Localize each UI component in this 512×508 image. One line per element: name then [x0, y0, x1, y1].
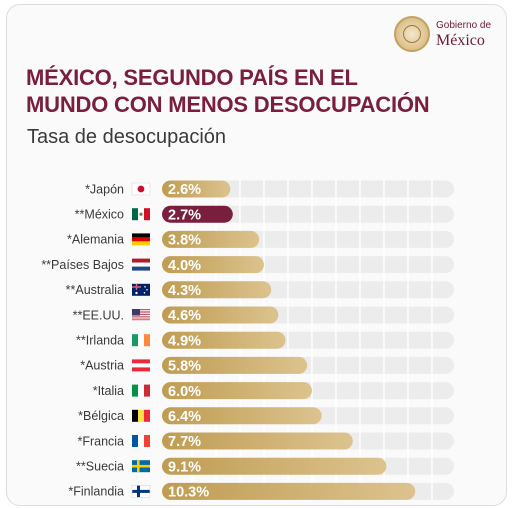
value-label: 4.6% [168, 308, 201, 324]
bar [162, 306, 279, 324]
category-label: **EE.UU. [73, 308, 124, 322]
bar-track [162, 205, 454, 223]
logo-top-text: Gobierno de [436, 20, 492, 31]
value-label: 6.4% [168, 409, 201, 425]
bar [162, 382, 312, 400]
category-label: *Italia [93, 384, 124, 398]
title-line-2: MUNDO CON MENOS DESOCUPACIÓN [26, 92, 430, 117]
category-label: **Países Bajos [41, 258, 124, 272]
bar-track [162, 180, 454, 198]
france-flag-icon [132, 435, 150, 447]
value-labels: 2.6% 2.7% 3.8% 4.0% 4.3% 4.6% 4.9% 5.8% 6.0% 6.4%… [168, 182, 209, 500]
value-label: 3.8% [168, 233, 201, 249]
title-line-1: MÉXICO, SEGUNDO PAÍS EN EL [26, 65, 358, 90]
category-label: *Bélgica [78, 409, 124, 423]
bars [162, 180, 416, 500]
page-title: MÉXICO, SEGUNDO PAÍS EN EL MUNDO CON MEN… [26, 64, 496, 118]
category-label: **Australia [66, 283, 124, 297]
bar [162, 230, 260, 248]
bar [162, 256, 264, 274]
ireland-flag-icon [132, 334, 150, 347]
value-label: 9.1% [168, 459, 201, 475]
value-label: 5.8% [168, 359, 201, 375]
value-label: 4.9% [168, 333, 201, 349]
category-label: *Francia [77, 434, 124, 448]
chart-subtitle: Tasa de desocupación [27, 126, 227, 148]
value-label: 10.3% [168, 485, 209, 501]
value-label: 4.3% [168, 283, 201, 299]
italy-flag-icon [132, 384, 150, 397]
austria-flag-icon [132, 359, 150, 372]
category-label: *Austria [80, 359, 124, 373]
bar [162, 482, 416, 500]
bar [162, 331, 286, 349]
bar [162, 180, 231, 198]
mexico-flag-icon [132, 208, 150, 221]
logo-main-text: México [436, 32, 485, 49]
germany-flag-icon [132, 233, 150, 246]
bar [162, 356, 308, 374]
usa-flag-icon [132, 309, 150, 321]
national-seal-icon [394, 16, 430, 52]
category-label: **México [75, 208, 124, 222]
finland-flag-icon [131, 485, 151, 498]
category-label: *Alemania [67, 233, 124, 247]
value-label: 7.7% [168, 434, 201, 450]
category-labels: *Japón **México *Alemania **Países Bajos **A… [41, 182, 124, 498]
category-label: **Irlanda [76, 334, 124, 348]
value-label: 2.6% [168, 182, 201, 198]
value-label: 4.0% [168, 258, 201, 274]
gobierno-de-mexico-logo: Gobierno de México [394, 14, 504, 60]
bar [162, 281, 272, 299]
bar [162, 432, 353, 450]
australia-flag-icon [132, 283, 150, 296]
bar [162, 457, 387, 475]
netherlands-flag-icon [132, 258, 150, 271]
bar [162, 407, 322, 425]
category-label: **Suecia [76, 460, 124, 474]
category-label: *Finlandia [68, 485, 124, 499]
flag-icons [131, 182, 151, 498]
value-label: 2.7% [168, 207, 201, 223]
sweden-flag-icon [132, 460, 150, 473]
category-label: *Japón [85, 182, 124, 196]
bar [162, 205, 233, 223]
value-label: 6.0% [168, 384, 201, 400]
belgium-flag-icon [132, 409, 150, 422]
japan-flag-icon [131, 182, 151, 196]
